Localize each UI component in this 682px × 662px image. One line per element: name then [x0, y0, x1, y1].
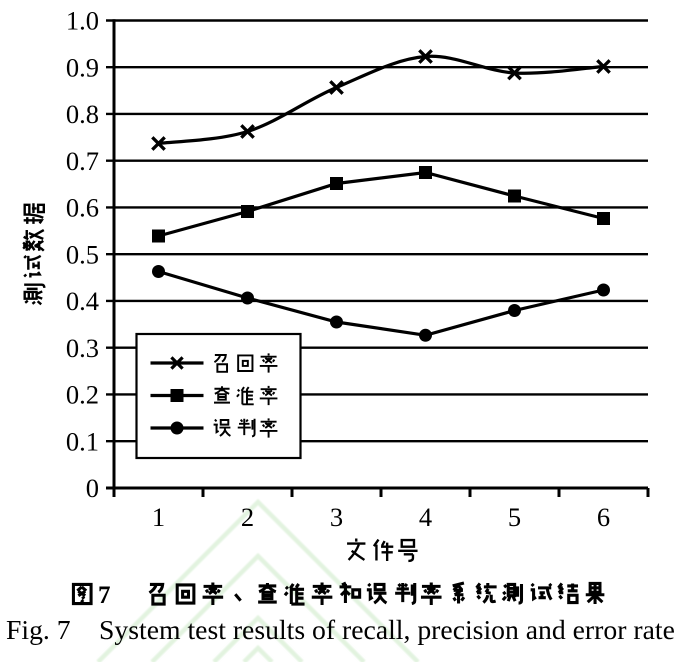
svg-text:0.7: 0.7 [66, 146, 99, 176]
svg-text:1: 1 [152, 502, 165, 532]
svg-text:6: 6 [597, 502, 610, 532]
svg-text:0.8: 0.8 [66, 99, 99, 129]
svg-text:5: 5 [508, 502, 521, 532]
svg-text:0.2: 0.2 [66, 380, 99, 410]
svg-text:0.4: 0.4 [66, 286, 99, 316]
svg-text:0.6: 0.6 [66, 193, 99, 223]
svg-text:0.1: 0.1 [66, 426, 99, 456]
svg-text:System test results of recall,: System test results of recall, precision… [99, 614, 675, 645]
svg-text:0: 0 [86, 473, 99, 503]
svg-text:0.3: 0.3 [66, 333, 99, 363]
svg-text:1.0: 1.0 [66, 6, 99, 36]
svg-text:Fig. 7: Fig. 7 [6, 614, 71, 645]
svg-text:2: 2 [241, 502, 254, 532]
svg-text:0.5: 0.5 [66, 239, 99, 269]
svg-text:3: 3 [330, 502, 343, 532]
svg-text:0.9: 0.9 [66, 52, 99, 82]
svg-text:4: 4 [419, 502, 432, 532]
svg-text:7: 7 [98, 582, 111, 609]
